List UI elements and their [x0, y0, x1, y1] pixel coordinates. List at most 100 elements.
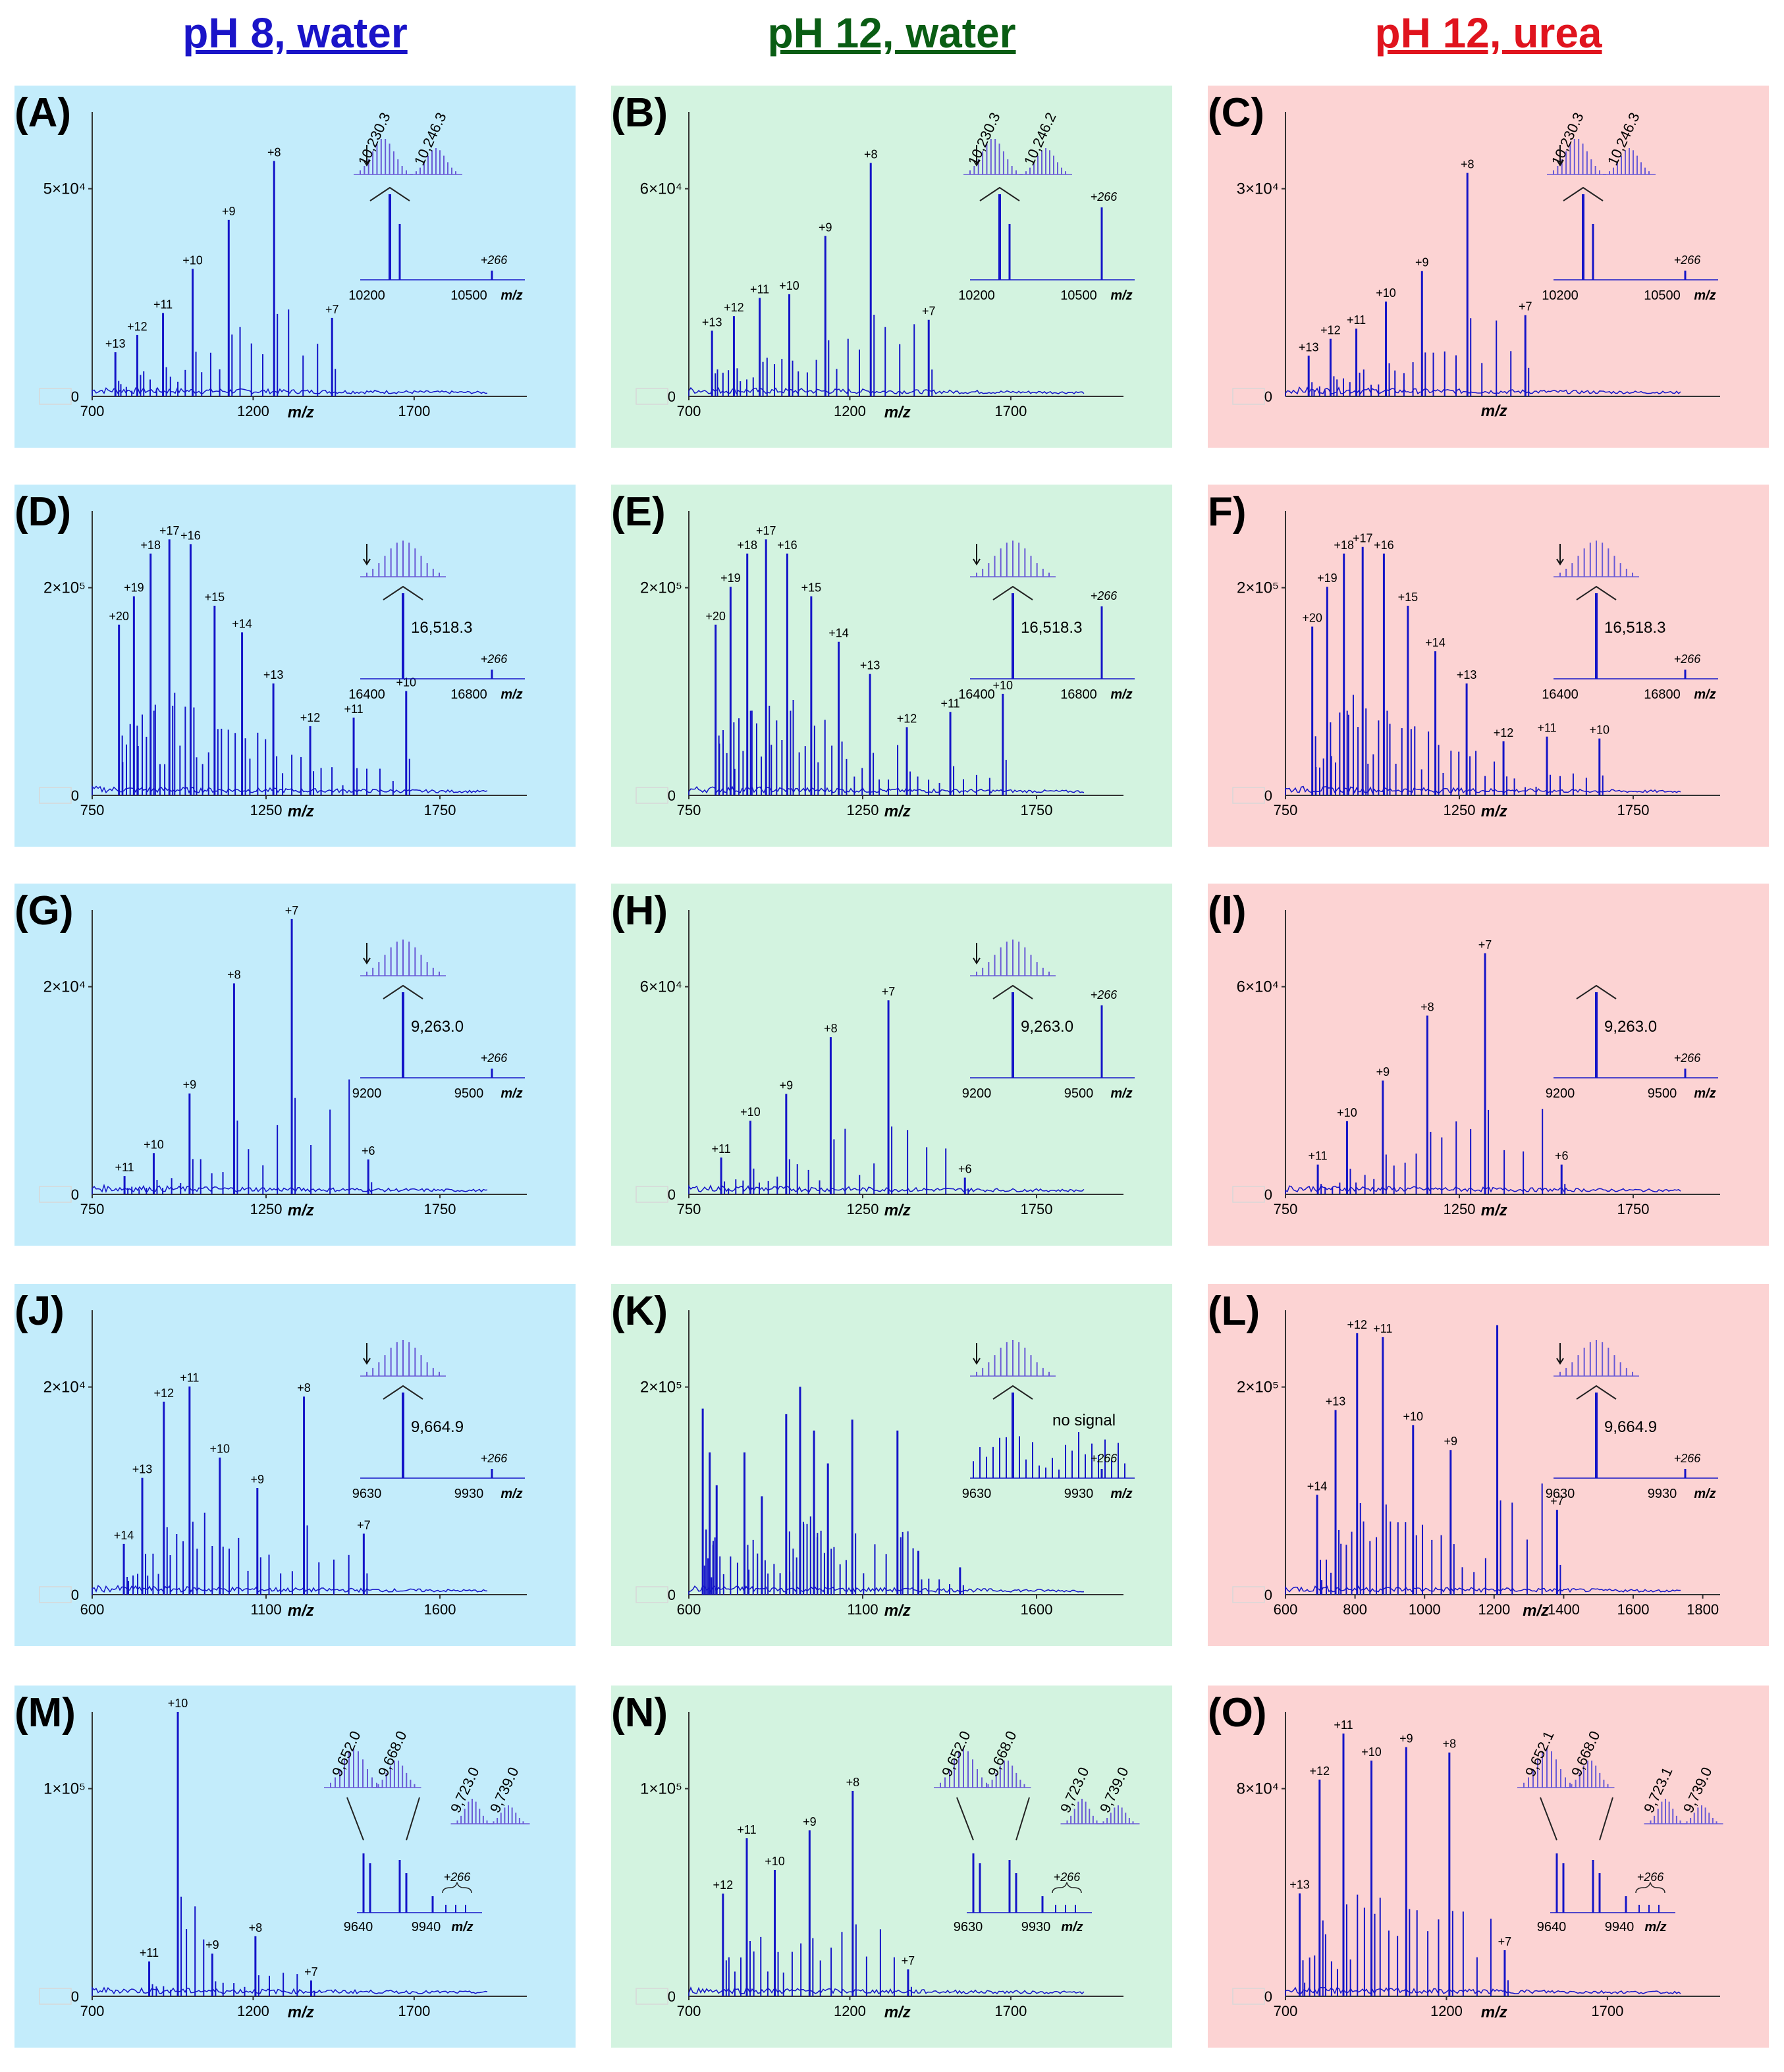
x-tick-label: 1750 — [1617, 1201, 1650, 1217]
isotope-envelope — [360, 138, 407, 174]
zoom-lines — [1576, 585, 1617, 600]
charge-state-label: +10 — [779, 279, 799, 292]
x-tick-label: 1200 — [834, 403, 866, 419]
x-tick-label: 1700 — [398, 2003, 430, 2019]
charge-state-label: +11 — [153, 298, 173, 311]
isotope-envelope — [1609, 148, 1650, 174]
charge-state-label: +7 — [902, 1954, 915, 1967]
adduct-label: +266 — [444, 1871, 472, 1884]
charge-state-label: +7 — [357, 1518, 371, 1531]
adduct-label: +266 — [481, 1051, 508, 1065]
x-axis-label: m/z — [1481, 402, 1507, 420]
axis-box — [1232, 1586, 1265, 1603]
charge-state-label: +13 — [702, 315, 722, 329]
charge-state-label: +8 — [1461, 158, 1474, 171]
y-tick-zero: 0 — [668, 1186, 676, 1203]
charge-state-label: +13 — [1289, 1878, 1310, 1892]
spectrum-chart: 0 2×10⁵ 600 1100 1600 m/z no signal +266 9630 993… — [635, 1310, 1135, 1620]
isotope-envelope — [1102, 1805, 1134, 1824]
x-tick-label: 1200 — [237, 403, 269, 419]
y-tick-label: 2×10⁵ — [640, 579, 682, 597]
spectrum-chart: 0 2×10⁵ 750 1250 1750 m/z +20 +19 +18 +17+16 +15 +1… — [39, 511, 527, 820]
arrow-icon — [363, 943, 371, 965]
x-tick-label: 600 — [677, 1601, 701, 1618]
x-tick-label: 1200 — [1478, 1601, 1510, 1618]
inset-peak-label: 9,263.0 — [1021, 1018, 1073, 1036]
x-tick-label: 750 — [677, 802, 701, 818]
panel-c: 0 3×10⁴ m/z +13 +12 +11 +10 +9 +8 +7 10,230.3 10,24… — [1208, 86, 1769, 448]
charge-state-label: +13 — [263, 668, 284, 681]
isotope-envelope — [330, 1748, 377, 1788]
x-axis-label: m/z — [1481, 803, 1507, 820]
adduct-label: +266 — [1674, 1452, 1702, 1465]
x-tick-label: 1250 — [847, 1201, 879, 1217]
x-tick-label: 800 — [1343, 1601, 1367, 1618]
charge-state-label: +12 — [897, 712, 917, 725]
inset-x-label: m/z — [451, 1920, 473, 1934]
inset-x-label: m/z — [1694, 1487, 1716, 1501]
charge-state-label: +6 — [1555, 1150, 1569, 1163]
inset-x-tick: 10200 — [958, 288, 995, 303]
adduct-brace — [1635, 1882, 1665, 1894]
charge-state-label: +8 — [227, 968, 241, 981]
charge-state-label: +10 — [1403, 1410, 1424, 1423]
x-axis-label: m/z — [1481, 2004, 1507, 2021]
inset-x-tick: 16400 — [348, 687, 385, 702]
panel-label: (A) — [14, 90, 72, 136]
charge-state-label: +19 — [720, 571, 741, 585]
zoom-lines — [992, 984, 1033, 999]
x-tick-label: 1750 — [424, 1201, 456, 1217]
isotope-envelope — [493, 1805, 524, 1824]
inset-x-tick: 10500 — [450, 288, 487, 303]
isotope-envelope — [976, 541, 1050, 577]
y-tick-zero: 0 — [71, 388, 79, 405]
isotope-envelope — [969, 138, 1017, 174]
arrow-icon — [363, 544, 371, 566]
inset-zoom: 9,263.0 +266 9200 9500 m/z — [962, 940, 1135, 1101]
charge-state-label: +9 — [251, 1473, 265, 1486]
x-tick-label: 1750 — [1021, 1201, 1053, 1217]
charge-state-label: +15 — [801, 581, 822, 595]
y-tick-zero: 0 — [668, 388, 676, 405]
baseline-noise — [688, 785, 1085, 795]
charge-state-label: +14 — [1425, 636, 1446, 649]
arrow-icon — [973, 1343, 981, 1365]
isotope-envelope — [1025, 148, 1066, 174]
charge-state-label: +9 — [205, 1938, 219, 1952]
charge-state-label: +7 — [304, 1965, 318, 1979]
charge-state-label: +12 — [1320, 324, 1341, 337]
isotope-envelope — [366, 541, 440, 577]
y-tick-label: 6×10⁴ — [1237, 978, 1279, 996]
axis-box — [635, 1186, 668, 1203]
charge-state-label: +14 — [1307, 1479, 1328, 1493]
charge-state-label: +8 — [267, 146, 281, 159]
charge-state-label: +9 — [803, 1815, 817, 1828]
charge-state-label: +8 — [1420, 1000, 1434, 1013]
x-tick-label: 1700 — [994, 403, 1027, 419]
isotope-envelope — [1686, 1805, 1717, 1824]
charge-state-label: +14 — [114, 1529, 134, 1542]
zoom-lines — [992, 1385, 1033, 1400]
charge-state-label: +10 — [1337, 1106, 1357, 1119]
x-tick-label: 1250 — [1444, 1201, 1476, 1217]
charge-state-label: +9 — [1415, 256, 1429, 269]
y-tick-label: 6×10⁴ — [640, 180, 682, 198]
panel-n: 0 1×10⁵ 700 1200 1700 m/z +12 +11 +10 +9 +8 +7 9,652… — [611, 1686, 1172, 2048]
baseline-noise — [1285, 1585, 1681, 1595]
inset-x-label: m/z — [500, 1086, 522, 1101]
zoom-lines — [1540, 1797, 1613, 1841]
baseline-noise — [1285, 785, 1681, 795]
y-tick-zero: 0 — [71, 1587, 79, 1603]
charge-state-label: +16 — [1374, 539, 1394, 552]
panel-l: 0 2×10⁵ 600 800 1000 1200 1400 1600 1800 m/z +14 +1… — [1208, 1284, 1769, 1646]
x-axis-label: m/z — [288, 803, 314, 820]
inset-zoom: 16,518.3 +266 16400 16800 m/z — [958, 541, 1135, 702]
charge-state-label: +8 — [249, 1921, 263, 1934]
axis-box — [1232, 1988, 1265, 2005]
charge-state-label: +18 — [140, 539, 161, 552]
charge-state-label: +13 — [1457, 668, 1477, 681]
y-tick-zero: 0 — [1264, 1186, 1272, 1203]
x-tick-label: 1100 — [847, 1601, 878, 1618]
